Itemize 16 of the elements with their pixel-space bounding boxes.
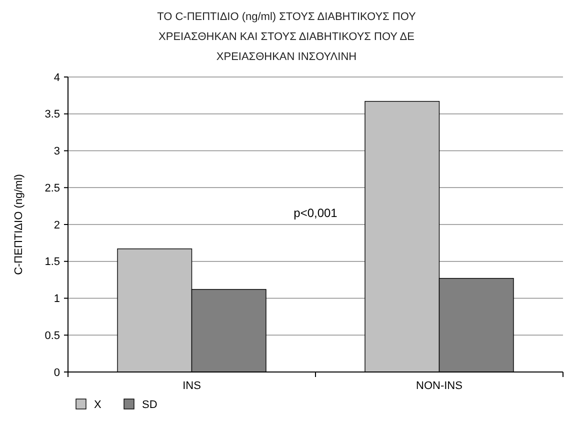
y-tick-label: 2.5 (44, 182, 60, 194)
legend-label: SD (142, 399, 158, 411)
y-axis-title: C-ΠΕΠΤΙΔΙΟ (ng/ml) (13, 174, 25, 275)
y-tick-label: 3.5 (44, 108, 60, 121)
y-tick-label: 1.5 (44, 256, 60, 268)
x-tick-label: INS (182, 380, 201, 392)
y-tick-label: 1 (54, 293, 60, 306)
y-tick-label: 4 (54, 72, 60, 84)
y-tick-label: 2 (54, 219, 60, 232)
legend-label: X (94, 399, 102, 411)
y-tick-label: 0 (54, 366, 60, 379)
y-tick-label: 3 (54, 146, 60, 158)
x-tick-label: NON-INS (416, 380, 462, 392)
y-tick-label: 0.5 (44, 330, 60, 342)
annotation: p<0,001 (294, 206, 338, 220)
chart-title: ΤΟ C-ΠΕΠΤΙΔΙΟ (ng/ml) ΣΤΟΥΣ ΔΙΑΒΗΤΙΚΟΥΣ ΠΟΥ ΧΡΕΙΑΣΘΗΚΑΝ ΚΑΙ ΣΤΟΥΣ ΔΙΑΒΗΤΙΚΟΥΣ ΠΟΥ ΔΕ ΧΡΕΙΑΣΘΗΚΑΝ ΙΝΣΟΥΛΙΝΗ (157, 11, 417, 63)
